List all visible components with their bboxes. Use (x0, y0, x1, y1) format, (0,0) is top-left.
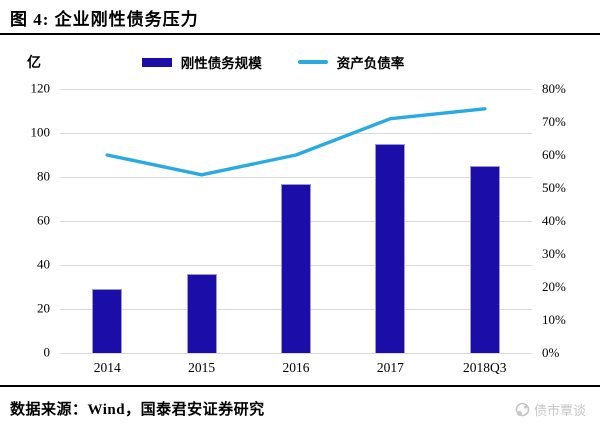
figure-title: 图 4: 企业刚性债务压力 (10, 10, 199, 29)
watermark-logo-icon (515, 402, 530, 417)
footer-divider (0, 385, 600, 387)
bar-2015 (186, 273, 217, 353)
right-axis-tick: 10% (542, 312, 566, 327)
plot-area: 0 20 40 60 80 100 120 0% 10% 20% 30% 40% 50% 60% 70% 80… (31, 81, 566, 375)
legend-bar-label: 刚性债务规模 (180, 56, 262, 71)
watermark-label: 债市覃谈 (533, 403, 586, 418)
left-axis-tick: 20 (37, 300, 50, 316)
source-note: 数据来源：Wind，国泰君安证券研究 (10, 402, 265, 418)
watermark: 债市覃谈 (515, 400, 586, 419)
bar-2018Q3 (469, 166, 500, 353)
bar-2014 (92, 289, 123, 353)
legend-bar-swatch (141, 57, 172, 67)
right-axis-tick: 50% (542, 180, 566, 195)
right-axis-tick: 70% (542, 114, 566, 129)
left-axis-tick: 120 (30, 80, 51, 96)
line-series (105, 107, 487, 177)
gridline (60, 88, 532, 90)
right-axis-tick: 40% (542, 213, 566, 228)
right-axis-tick: 0% (542, 345, 560, 360)
legend: 刚性债务规模 资产负债率 (60, 52, 532, 72)
x-axis-label: 2017 (376, 360, 404, 375)
x-axis-label: 2018Q3 (463, 360, 507, 375)
left-axis-tick: 60 (37, 212, 50, 228)
left-axis-tick: 40 (37, 256, 50, 272)
legend-line-swatch (297, 60, 328, 64)
left-axis-tick: 80 (37, 168, 50, 184)
gridline (60, 352, 532, 354)
right-axis-tick: 80% (542, 81, 566, 96)
right-axis-tick: 20% (542, 279, 566, 294)
left-axis-tick: 100 (30, 124, 51, 140)
title-divider (0, 33, 600, 35)
gridline (60, 176, 532, 178)
x-axis-label: 2016 (282, 360, 310, 375)
x-axis-label: 2015 (188, 360, 216, 375)
left-axis-tick: 0 (43, 344, 51, 360)
x-axis-label: 2014 (93, 360, 121, 375)
bar-2017 (375, 144, 406, 353)
right-axis-tick: 30% (542, 246, 566, 261)
bar-2016 (281, 183, 311, 353)
gridline (60, 132, 532, 134)
left-axis-unit-label: 亿 (27, 56, 41, 71)
legend-line-label: 资产负债率 (336, 56, 405, 71)
right-axis-tick: 60% (542, 147, 566, 162)
line-series-layer (105, 107, 487, 177)
